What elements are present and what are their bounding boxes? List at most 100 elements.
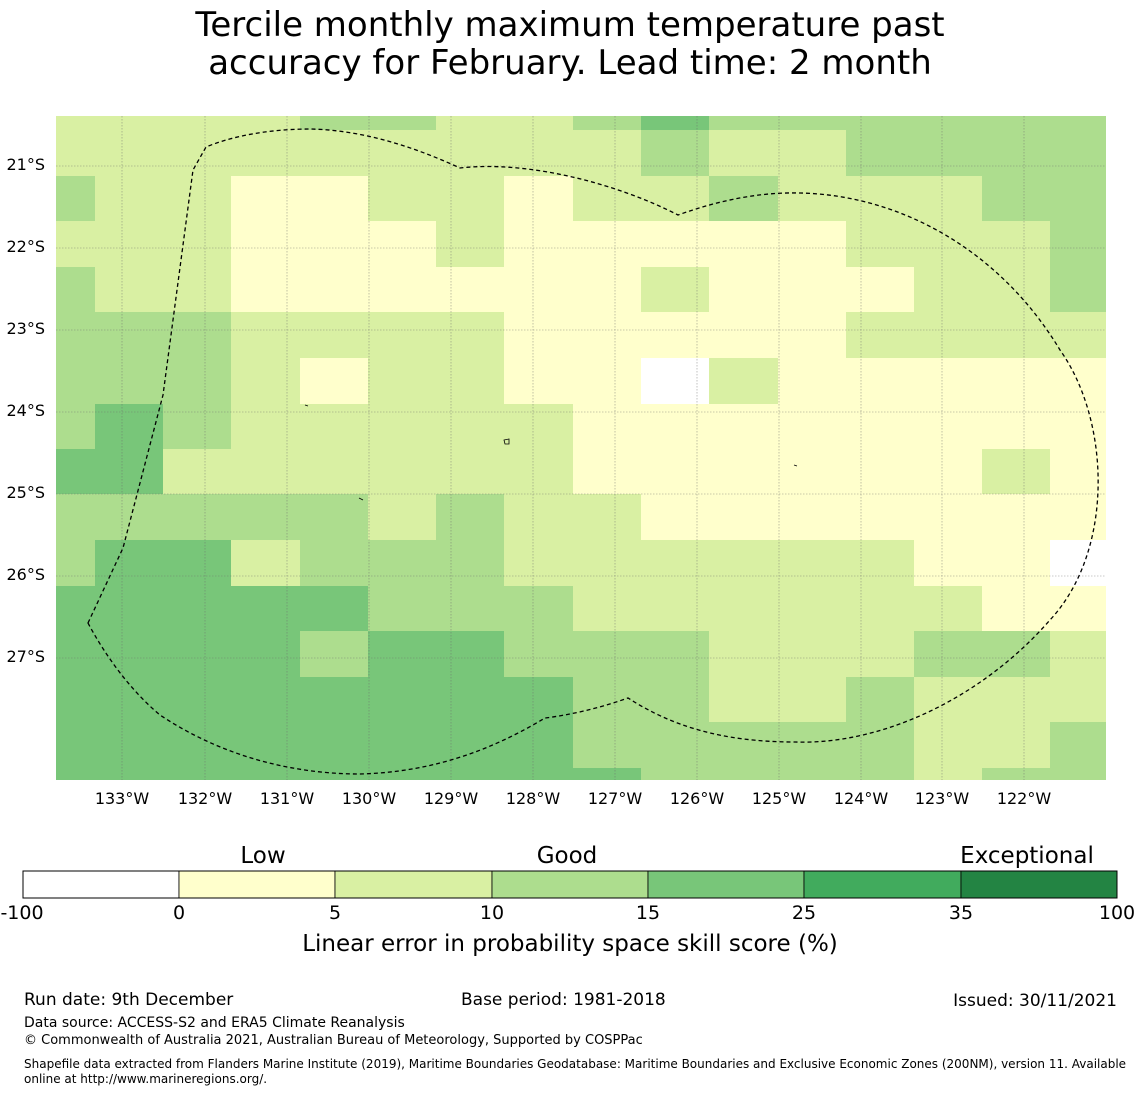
grid-cell xyxy=(56,631,300,677)
grid-cell xyxy=(56,449,163,494)
shapefile-credit: Shapefile data extracted from Flanders M… xyxy=(24,1057,1127,1086)
grid-cell xyxy=(56,768,573,780)
grid-cell xyxy=(982,586,1106,631)
grid-cell xyxy=(641,768,914,780)
grid-cell xyxy=(914,540,1050,586)
grid-cell xyxy=(56,312,231,358)
grid-cell xyxy=(641,358,709,404)
island-1 xyxy=(503,438,510,445)
colorbar-tick: -100 xyxy=(0,902,44,924)
grid-cell xyxy=(573,768,641,780)
colorbar-tick: 0 xyxy=(172,902,186,924)
skill-grid-cells xyxy=(56,116,1106,780)
category-exceptional: Exceptional xyxy=(960,843,1094,869)
grid-cell xyxy=(641,130,709,176)
lat-label: 22°S xyxy=(6,237,45,256)
lon-label: 129°W xyxy=(423,789,479,808)
grid-cell xyxy=(504,631,709,677)
grid-cell xyxy=(56,540,95,586)
grid-cell xyxy=(1050,768,1106,780)
lat-label: 26°S xyxy=(6,565,45,584)
lon-label: 122°W xyxy=(996,789,1052,808)
grid-cell xyxy=(1050,449,1106,494)
colorbar-tick: 5 xyxy=(328,902,342,924)
grid-cell xyxy=(914,631,1050,677)
lon-label: 133°W xyxy=(94,789,150,808)
grid-cell xyxy=(982,768,1050,780)
copyright: © Commonwealth of Australia 2021, Austra… xyxy=(24,1033,643,1048)
grid-cell xyxy=(300,631,368,677)
grid-cell xyxy=(846,722,914,768)
island-3 xyxy=(358,497,364,501)
colorbar-segment xyxy=(22,870,180,899)
island-4 xyxy=(793,464,798,467)
grid-cell xyxy=(56,267,95,312)
grid-cell xyxy=(709,267,914,312)
title-line-2: accuracy for February. Lead time: 2 mont… xyxy=(208,43,932,83)
grid-cell xyxy=(300,540,504,586)
colorbar-tick: 35 xyxy=(948,902,974,924)
grid-cell xyxy=(504,176,573,221)
grid-cell xyxy=(709,116,1106,130)
lat-label: 23°S xyxy=(6,319,45,338)
grid-cell xyxy=(982,176,1106,221)
colorbar-tick: 15 xyxy=(635,902,661,924)
grid-cell xyxy=(56,494,300,540)
lat-label: 21°S xyxy=(6,155,45,174)
colorbar-segment xyxy=(178,870,336,899)
colorbar xyxy=(22,870,1118,899)
colorbar-tick: 10 xyxy=(479,902,505,924)
colorbar-segment xyxy=(803,870,962,899)
colorbar-tick: 25 xyxy=(791,902,817,924)
grid-cell xyxy=(56,722,573,768)
title-line-1: Tercile monthly maximum temperature past xyxy=(195,5,945,45)
grid-cell xyxy=(846,677,914,722)
grid-cell xyxy=(709,176,778,221)
grid-cell xyxy=(300,494,368,540)
grid-cell xyxy=(1050,221,1106,267)
lon-label: 131°W xyxy=(259,789,315,808)
lon-label: 132°W xyxy=(177,789,233,808)
lon-label: 124°W xyxy=(833,789,889,808)
issued-date: Issued: 30/11/2021 xyxy=(953,991,1117,1011)
grid-cell xyxy=(641,116,709,130)
grid-cell xyxy=(368,631,504,677)
category-good: Good xyxy=(536,843,598,869)
island-2 xyxy=(304,404,309,407)
grid-cell xyxy=(573,449,982,494)
graticule xyxy=(56,116,1106,780)
lon-label: 123°W xyxy=(914,789,970,808)
grid-cell xyxy=(846,130,1106,176)
grid-cell xyxy=(504,358,641,404)
grid-cell xyxy=(56,677,573,722)
lon-label: 126°W xyxy=(669,789,725,808)
colorbar-segment xyxy=(491,870,649,899)
colorbar-segment xyxy=(334,870,493,899)
grid-cell xyxy=(436,494,504,540)
lon-label: 128°W xyxy=(505,789,561,808)
grid-cell xyxy=(1050,540,1106,586)
grid-cell xyxy=(641,494,1106,540)
grid-cell xyxy=(504,312,846,358)
grid-cell xyxy=(1050,722,1106,768)
lat-label: 24°S xyxy=(6,401,45,420)
colorbar-title: Linear error in probability space skill … xyxy=(302,931,838,957)
lon-label: 127°W xyxy=(587,789,643,808)
grid-cell xyxy=(573,404,1106,449)
map-title: Tercile monthly maximum temperature past… xyxy=(0,6,1140,82)
grid-cell xyxy=(573,677,709,722)
grid-cell xyxy=(163,404,231,449)
grid-cell xyxy=(56,176,95,221)
grid-cell xyxy=(573,116,641,130)
grid-cell xyxy=(231,176,368,221)
lat-label: 25°S xyxy=(6,483,45,502)
category-low: Low xyxy=(240,843,286,869)
grid-cell xyxy=(56,358,231,404)
grid-cell xyxy=(56,586,368,631)
base-period: Base period: 1981-2018 xyxy=(461,990,666,1010)
grid-cell xyxy=(231,267,641,312)
grid-cell xyxy=(95,404,163,449)
colorbar-segment xyxy=(960,870,1118,899)
grid-cell xyxy=(1050,267,1106,312)
